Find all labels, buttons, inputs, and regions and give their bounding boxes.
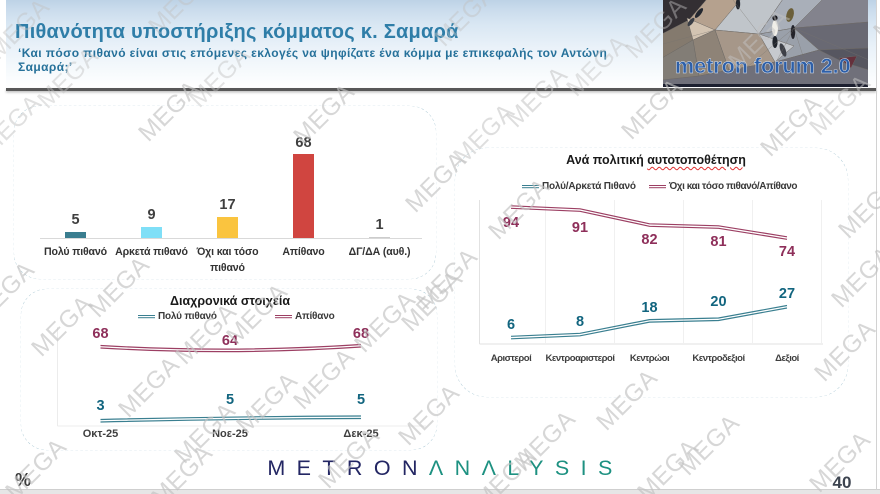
- svg-text:metron forum 2.0: metron forum 2.0: [675, 54, 851, 78]
